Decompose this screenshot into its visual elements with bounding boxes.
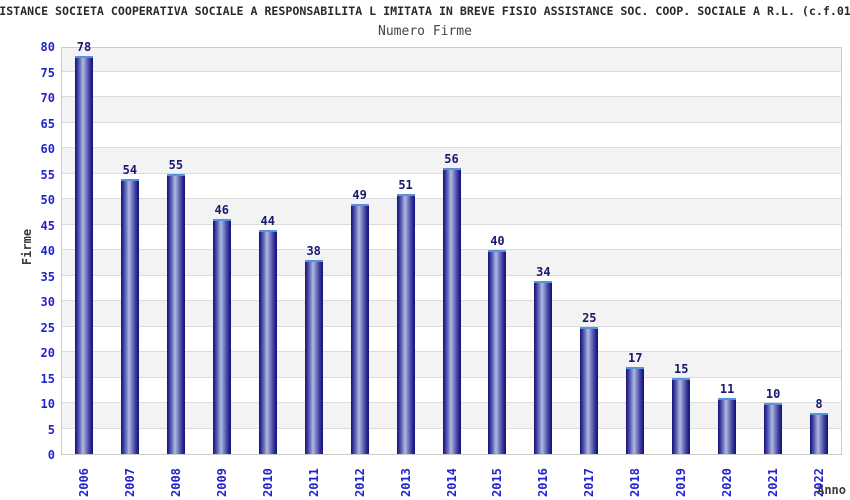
x-tick-label: 2011 — [306, 468, 321, 497]
bar-value-label: 51 — [398, 177, 413, 192]
y-tick-label: 45 — [40, 218, 55, 233]
plot-area — [61, 47, 842, 455]
y-tick-label: 70 — [40, 91, 55, 105]
gridline — [62, 121, 841, 123]
x-tick-label: 2013 — [398, 468, 413, 497]
plot-band — [62, 71, 841, 97]
bar — [212, 219, 231, 454]
y-tick-label: 15 — [40, 371, 55, 386]
bar — [810, 413, 829, 454]
bar — [764, 403, 783, 454]
y-tick-label: 65 — [40, 116, 55, 131]
x-axis-title: Anno — [817, 483, 846, 497]
bar-value-label: 38 — [306, 244, 321, 259]
bar-value-label: 11 — [719, 381, 735, 396]
bar — [488, 250, 507, 454]
x-tick-label: 2012 — [352, 468, 367, 497]
bar-value-label: 46 — [214, 203, 229, 218]
bar-value-label: 55 — [168, 157, 184, 172]
y-tick-label: 50 — [40, 193, 55, 207]
x-tick-label: 2008 — [168, 468, 183, 497]
x-tick-label: 2010 — [260, 468, 275, 497]
bar — [396, 193, 415, 454]
bar-value-label: 56 — [444, 152, 459, 167]
bar — [258, 229, 277, 454]
bar — [580, 326, 599, 454]
y-tick-label: 55 — [40, 167, 55, 182]
bar — [120, 178, 139, 454]
bar-value-label: 49 — [352, 188, 367, 203]
x-tick-label: 2020 — [720, 468, 735, 497]
bar — [672, 377, 691, 454]
plot-band — [62, 48, 841, 72]
bar-value-label: 8 — [815, 397, 823, 412]
bar — [626, 367, 645, 454]
y-tick-label: 40 — [40, 244, 55, 258]
bar — [350, 204, 369, 454]
x-tick-label: 2015 — [490, 468, 505, 497]
y-tick-label: 10 — [40, 397, 55, 411]
x-tick-label: 2016 — [536, 468, 551, 497]
gridline — [62, 96, 841, 97]
bar — [166, 173, 185, 454]
gridline — [62, 70, 841, 72]
x-tick-label: 2019 — [674, 468, 689, 497]
y-tick-label: 0 — [47, 448, 55, 462]
bar-value-label: 54 — [122, 162, 138, 177]
bar — [74, 56, 93, 454]
y-tick-label: 30 — [40, 295, 55, 309]
bar — [304, 260, 323, 454]
x-tick-label: 2007 — [122, 468, 137, 497]
bar — [442, 168, 461, 454]
bar-value-label: 34 — [536, 264, 551, 279]
bar-value-label: 78 — [76, 40, 92, 55]
plot-band — [62, 97, 841, 123]
x-tick-label: 2006 — [76, 468, 91, 497]
bar-value-label: 10 — [765, 387, 781, 401]
bar — [534, 280, 553, 454]
bar-value-label: 44 — [260, 213, 275, 228]
chart-title: ISTANCE SOCIETA COOPERATIVA SOCIALE A RE… — [0, 4, 850, 18]
y-tick-label: 25 — [40, 320, 55, 335]
x-tick-label: 2017 — [582, 468, 597, 497]
bar — [718, 397, 737, 454]
y-tick-label: 75 — [40, 65, 55, 80]
y-tick-label: 20 — [40, 346, 55, 360]
bar-value-label: 25 — [582, 310, 597, 325]
plot-band — [62, 122, 841, 148]
bar-value-label: 40 — [490, 234, 505, 248]
chart-subtitle: Numero Firme — [378, 24, 472, 39]
x-tick-label: 2021 — [766, 468, 781, 497]
bar-value-label: 17 — [628, 351, 643, 366]
y-tick-label: 5 — [47, 422, 55, 437]
gridline — [62, 147, 841, 148]
x-tick-label: 2018 — [628, 468, 643, 497]
x-tick-label: 2009 — [214, 468, 229, 497]
y-tick-label: 35 — [40, 269, 55, 284]
x-tick-label: 2014 — [444, 468, 459, 497]
y-tick-label: 60 — [40, 142, 55, 156]
bar-value-label: 15 — [673, 361, 689, 376]
y-tick-label: 80 — [40, 40, 55, 54]
